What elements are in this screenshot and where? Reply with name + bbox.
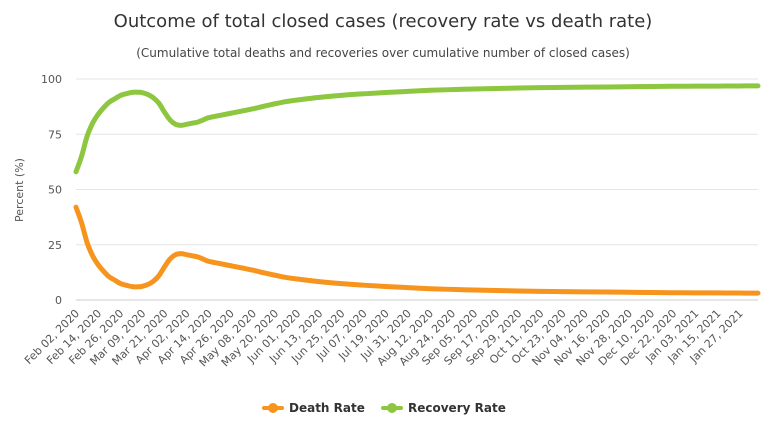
y-tick-label: 75	[48, 128, 62, 141]
y-tick-label: 100	[41, 73, 62, 86]
y-axis-ticks: 0 25 50 75 100	[41, 73, 62, 307]
y-tick-label: 50	[48, 184, 62, 197]
y-tick-label: 0	[55, 294, 62, 307]
gridlines	[76, 78, 758, 301]
series-line-death-rate[interactable]	[73, 204, 761, 296]
legend: Death Rate Recovery Rate	[262, 401, 506, 415]
chart-title: Outcome of total closed cases (recovery …	[114, 11, 653, 32]
legend-label-death-rate: Death Rate	[289, 401, 365, 415]
y-tick-label: 25	[48, 239, 62, 252]
legend-item-recovery-rate[interactable]: Recovery Rate	[381, 401, 506, 415]
legend-marker-death-rate	[268, 403, 278, 413]
chart-subtitle: (Cumulative total deaths and recoveries …	[136, 46, 630, 60]
plot-area	[73, 83, 761, 296]
legend-item-death-rate[interactable]: Death Rate	[262, 401, 365, 415]
series-line-recovery-rate[interactable]	[73, 83, 761, 175]
legend-label-recovery-rate: Recovery Rate	[408, 401, 506, 415]
legend-marker-recovery-rate	[387, 403, 397, 413]
y-axis-label: Percent (%)	[13, 158, 26, 222]
